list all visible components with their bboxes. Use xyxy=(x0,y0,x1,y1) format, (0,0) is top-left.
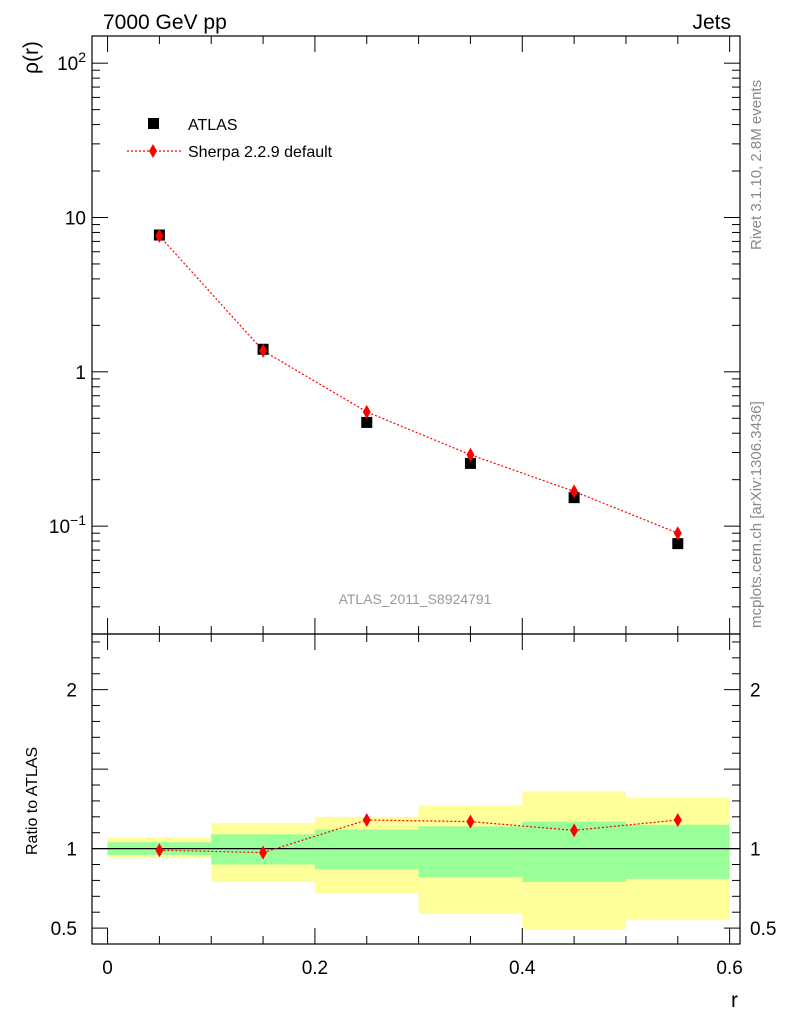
atlas-point xyxy=(464,457,476,469)
ratio-sherpa-point xyxy=(259,845,268,860)
ratio-sherpa-point xyxy=(673,813,682,827)
sherpa-point xyxy=(362,404,371,419)
x-tick-label: 0.2 xyxy=(302,958,328,979)
header-left: 7000 GeV pp xyxy=(103,11,227,34)
sherpa-point xyxy=(155,228,164,243)
ratio-band-inner xyxy=(418,826,523,878)
legend-sherpa-label: Sherpa 2.2.9 default xyxy=(188,144,333,161)
ratio-y-tick-label: 0.5 xyxy=(51,919,77,940)
atlas-point xyxy=(361,416,373,428)
sherpa-point xyxy=(259,343,268,358)
main-y-axis-label: ρ(r) xyxy=(20,41,43,74)
x-tick-label: 0.6 xyxy=(716,958,742,979)
ratio-sherpa-point xyxy=(362,813,371,827)
ratio-y-tick-label: 1 xyxy=(66,840,77,861)
sherpa-line xyxy=(158,235,679,534)
rivet-label: Rivet 3.1.10, 2.8M events xyxy=(748,80,765,250)
atlas-point xyxy=(672,538,684,550)
ratio-band-inner xyxy=(314,829,419,870)
ratio-y-tick-label-right: 1 xyxy=(750,840,761,861)
sherpa-point xyxy=(673,526,682,541)
ratio-sherpa-point xyxy=(155,843,164,858)
watermark: ATLAS_2011_S8924791 xyxy=(339,591,492,607)
ratio-uncertainty-bands xyxy=(107,791,730,930)
legend-atlas-label: ATLAS xyxy=(188,117,238,134)
ratio-sherpa-line xyxy=(159,819,678,854)
ratio-y-tick-label: 2 xyxy=(66,681,77,702)
sherpa-point xyxy=(466,447,475,462)
ratio-panel-frame xyxy=(91,633,741,945)
ratio-y-tick-label-right: 0.5 xyxy=(750,919,776,940)
legend: ATLAS Sherpa 2.2.9 default xyxy=(127,117,333,161)
ratio-y-axis-label: Ratio to ATLAS xyxy=(24,747,41,855)
main-y-tick-label: 10 xyxy=(65,208,86,229)
main-y-tick-label: 10−1 xyxy=(49,512,86,538)
x-axis-label: r xyxy=(731,989,738,1012)
legend-sherpa-marker xyxy=(149,144,157,158)
sherpa-point xyxy=(570,484,579,499)
main-y-tick-label: 1 xyxy=(75,363,86,384)
legend-atlas-marker xyxy=(148,118,159,129)
ratio-sherpa-point xyxy=(466,814,475,829)
mcplots-label: mcplots.cern.ch [arXiv:1306.3436] xyxy=(748,401,765,628)
main-y-tick-label: 102 xyxy=(57,49,86,75)
ratio-sherpa-point xyxy=(570,823,579,838)
x-tick-label: 0 xyxy=(102,958,113,979)
ratio-band-inner xyxy=(625,824,730,879)
header-right: Jets xyxy=(692,11,731,34)
ratio-y-tick-label-right: 2 xyxy=(750,681,761,702)
x-tick-label: 0.4 xyxy=(509,958,536,979)
